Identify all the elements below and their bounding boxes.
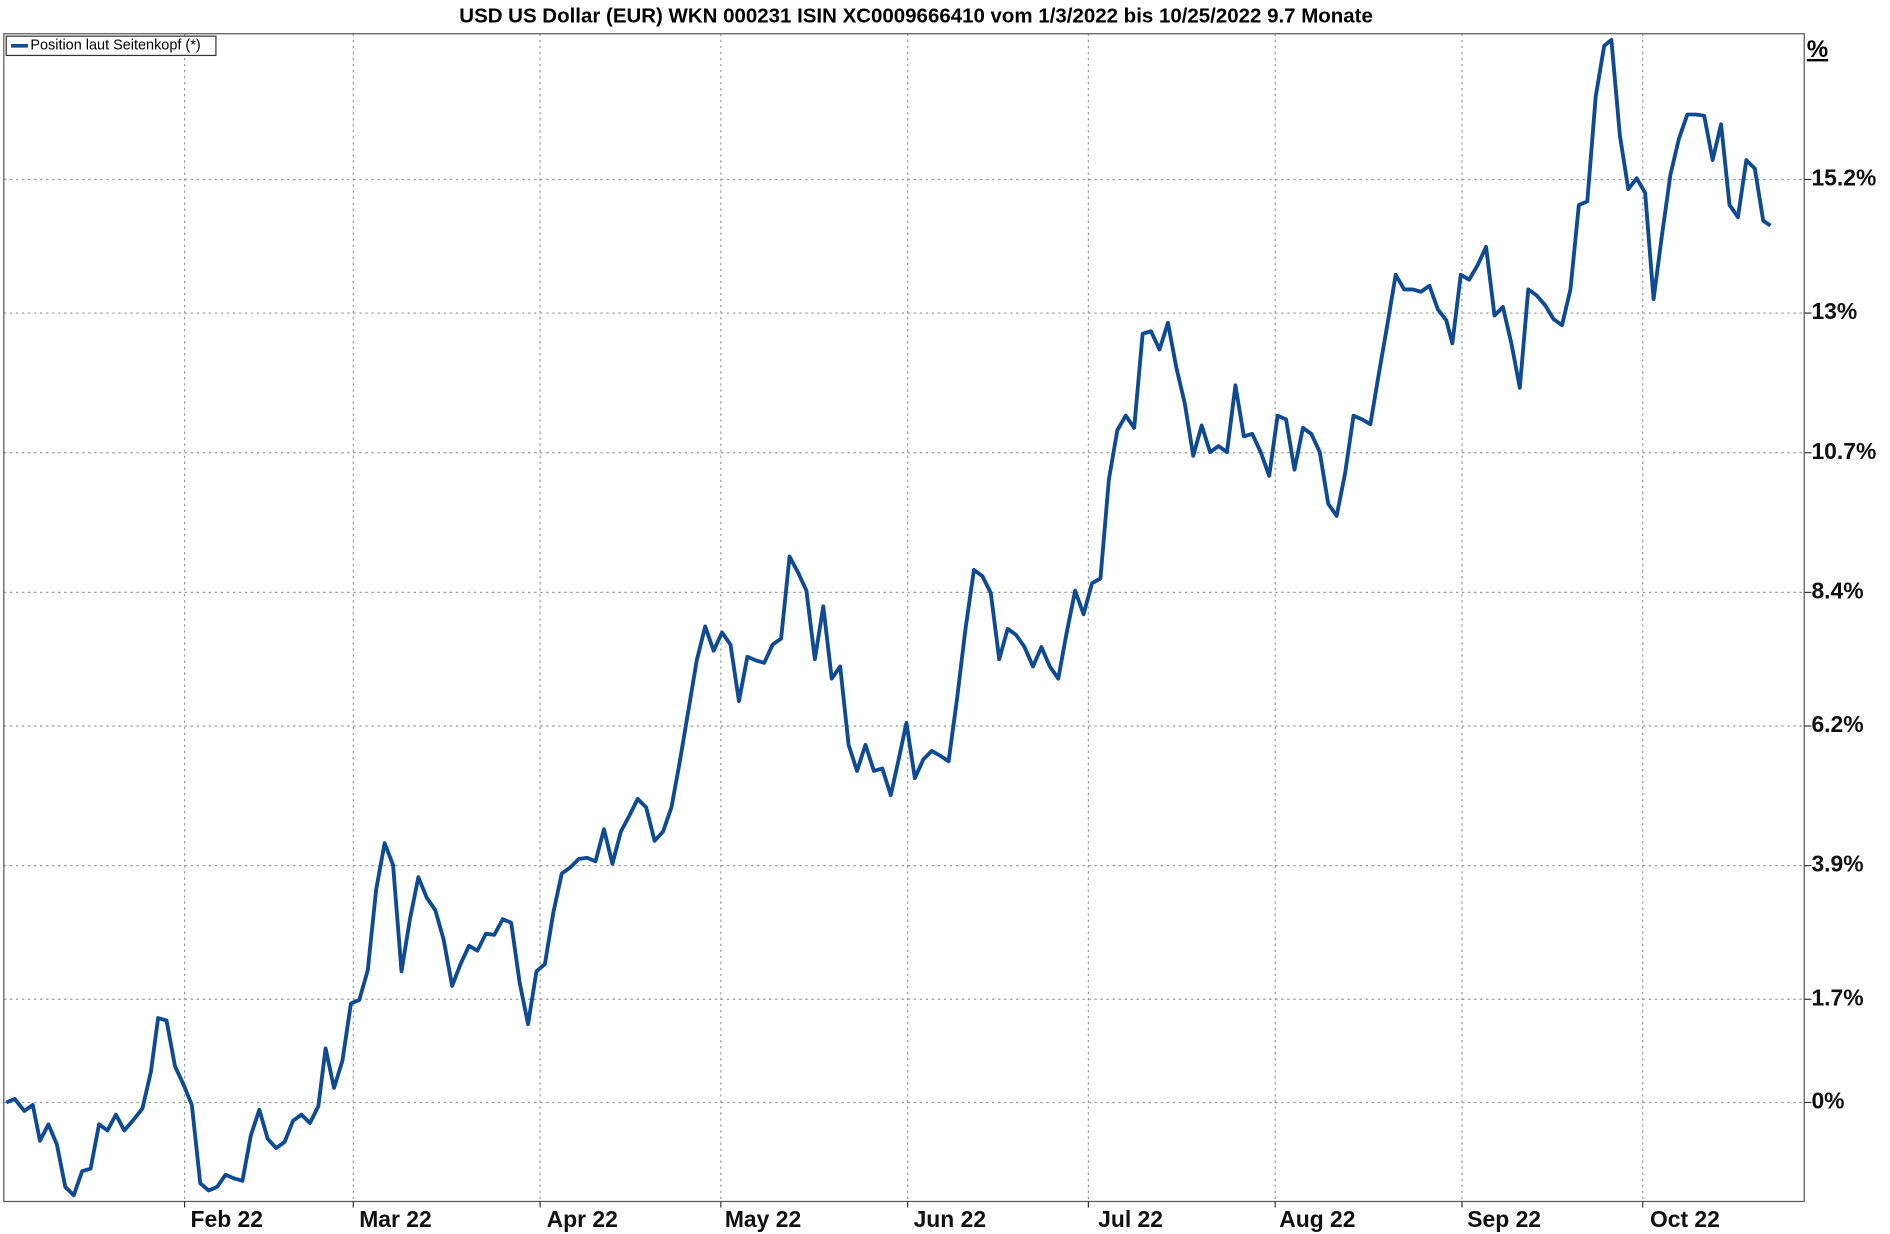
y-tick-label: 13% — [1811, 298, 1857, 324]
x-tick-label: Jun 22 — [914, 1206, 986, 1232]
legend: Position laut Seitenkopf (*) — [5, 35, 217, 57]
x-tick-label: Aug 22 — [1279, 1206, 1355, 1232]
y-tick-label: 1.7% — [1811, 984, 1863, 1010]
y-tick-label: 15.2% — [1811, 165, 1876, 191]
chart-title: USD US Dollar (EUR) WKN 000231 ISIN XC00… — [459, 4, 1373, 27]
y-tick-label: 6.2% — [1811, 711, 1863, 737]
plot-frame — [3, 33, 1805, 1203]
legend-label: Position laut Seitenkopf (*) — [30, 38, 200, 54]
y-tick-label: 8.4% — [1811, 577, 1863, 603]
x-tick-label: Jul 22 — [1098, 1206, 1163, 1232]
y-unit: % — [1807, 36, 1828, 63]
x-tick-label: Feb 22 — [191, 1206, 263, 1232]
y-tick-label: 10.7% — [1811, 438, 1876, 464]
y-tick-label: 3.9% — [1811, 851, 1863, 877]
x-tick-label: May 22 — [725, 1206, 801, 1232]
line-series — [5, 37, 1772, 1198]
x-tick-label: Apr 22 — [547, 1206, 618, 1232]
legend-box — [5, 35, 217, 57]
x-tick-label: Mar 22 — [359, 1206, 431, 1232]
x-tick-label: Oct 22 — [1650, 1206, 1720, 1232]
x-tick-label: Sep 22 — [1467, 1206, 1541, 1232]
axes: 0% 1.7% 3.9% 6.2% 8.4% 10.7% 13% 15.2% Feb 22 Mar… — [183, 165, 1876, 1232]
y-tick-label: 0% — [1811, 1088, 1844, 1114]
plot — [5, 37, 1772, 1198]
